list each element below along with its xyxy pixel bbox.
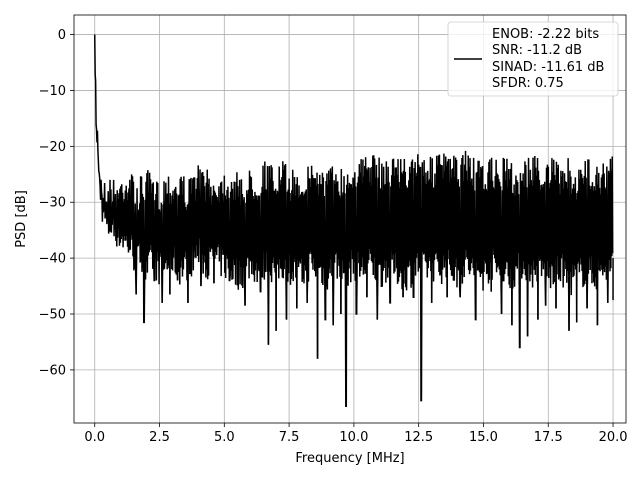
- x-tick-label: 15.0: [469, 430, 498, 445]
- legend-enob: ENOB: -2.22 bits: [492, 27, 599, 42]
- y-tick-label: 0: [58, 28, 66, 43]
- x-tick-label: 5.0: [214, 430, 235, 445]
- legend-sinad: SINAD: -11.61 dB: [492, 60, 604, 75]
- y-tick-label: −30: [39, 196, 66, 211]
- y-tick-label: −40: [39, 252, 66, 267]
- x-axis-label: Frequency [MHz]: [295, 451, 404, 466]
- x-tick-label: 7.5: [279, 430, 300, 445]
- y-axis-ticks: 0 −10 −20 −30 −40 −50 −60: [39, 28, 74, 378]
- legend-sfdr: SFDR: 0.75: [492, 76, 564, 91]
- psd-series: [93, 34, 614, 407]
- x-tick-label: 17.5: [534, 430, 563, 445]
- psd-series-line: [93, 34, 614, 407]
- legend-box: [447, 21, 619, 97]
- legend: ENOB: -2.22 bits SNR: -11.2 dB SINAD: -1…: [447, 21, 619, 97]
- y-tick-label: −20: [39, 140, 66, 155]
- x-axis-ticks: 0.0 2.5 5.0 7.5 10.0 12.5 15.0 17.5 20.0: [84, 423, 628, 445]
- y-tick-label: −10: [39, 84, 66, 99]
- x-tick-label: 12.5: [404, 430, 433, 445]
- x-tick-label: 2.5: [149, 430, 170, 445]
- y-tick-label: −60: [39, 363, 66, 378]
- x-tick-label: 10.0: [339, 430, 368, 445]
- y-axis-label: PSD [dB]: [14, 190, 29, 248]
- y-tick-label: −50: [39, 308, 66, 323]
- legend-snr: SNR: -11.2 dB: [492, 43, 582, 58]
- x-tick-label: 20.0: [599, 430, 628, 445]
- plot-area-frame: [73, 14, 627, 424]
- x-tick-label: 0.0: [84, 430, 105, 445]
